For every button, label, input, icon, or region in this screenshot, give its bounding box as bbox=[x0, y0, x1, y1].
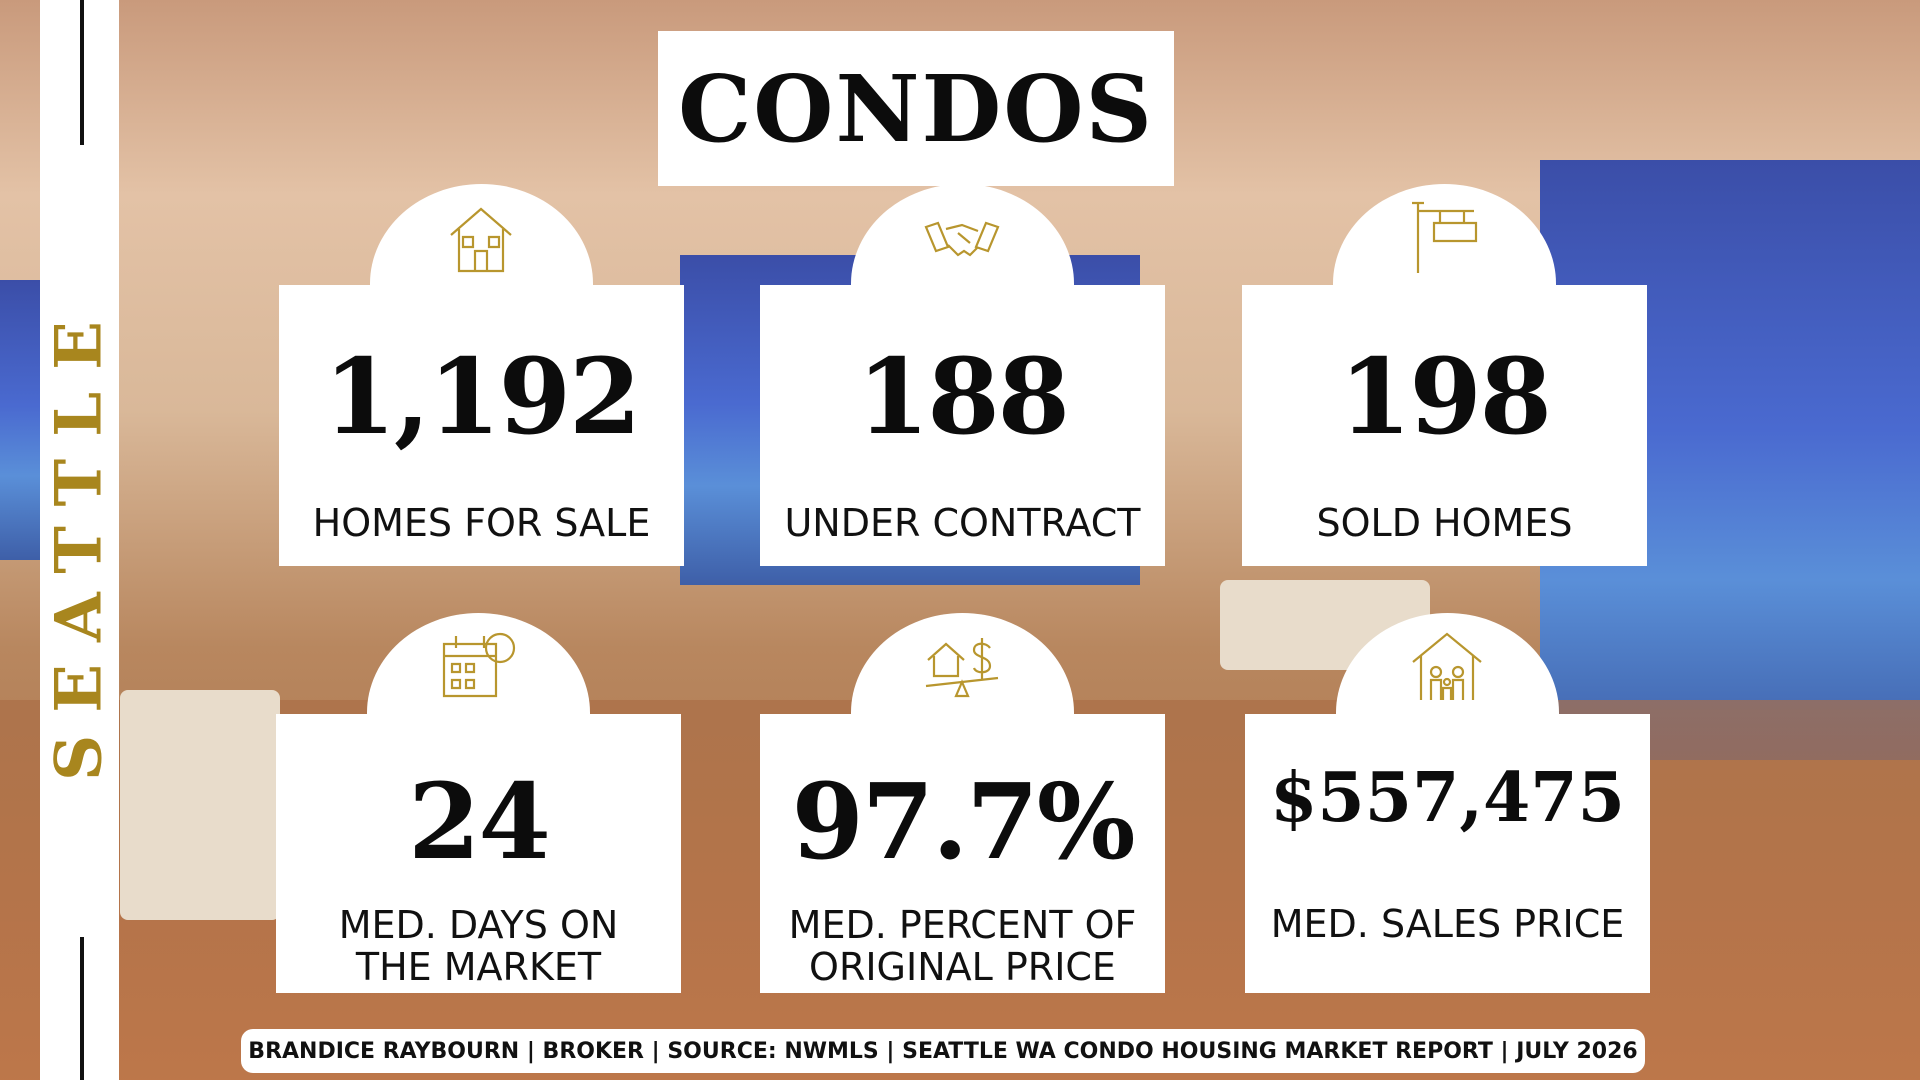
title-box: CONDOS bbox=[658, 31, 1174, 186]
label-line: UNDER CONTRACT bbox=[784, 501, 1141, 545]
handshake-icon bbox=[924, 221, 1000, 257]
stat-value: 1,192 bbox=[323, 335, 642, 458]
title: CONDOS bbox=[678, 54, 1154, 163]
label-line: ORIGINAL PRICE bbox=[809, 945, 1116, 989]
stat-value: 198 bbox=[1338, 335, 1552, 458]
stat-card: 198 SOLD HOMES bbox=[1242, 184, 1647, 566]
sofa bbox=[120, 690, 280, 920]
stat-value: 97.7% bbox=[791, 760, 1135, 883]
side-strip bbox=[40, 0, 119, 1080]
stat-card: 1,192 HOMES FOR SALE bbox=[279, 184, 684, 566]
footer: BRANDICE RAYBOURN | BROKER | SOURCE: NWM… bbox=[241, 1029, 1645, 1073]
line bbox=[80, 0, 84, 145]
stat-label: MED. PERCENT OF ORIGINAL PRICE bbox=[760, 904, 1165, 988]
stat-label: SOLD HOMES bbox=[1242, 502, 1647, 544]
line bbox=[80, 937, 84, 1080]
house-icon bbox=[450, 207, 512, 273]
stat-card: 97.7% MED. PERCENT OF ORIGINAL PRICE bbox=[760, 613, 1165, 993]
sold-sign-icon bbox=[1412, 201, 1478, 273]
stat-label: MED. SALES PRICE bbox=[1245, 903, 1650, 945]
label-line: MED. PERCENT OF bbox=[788, 903, 1137, 947]
label-line: SOLD HOMES bbox=[1316, 501, 1573, 545]
stat-card: $557,475 MED. SALES PRICE bbox=[1245, 613, 1650, 993]
label-line: MED. DAYS ON bbox=[338, 903, 619, 947]
city-label: SEATTLE bbox=[41, 299, 117, 781]
stat-card: 188 UNDER CONTRACT bbox=[760, 184, 1165, 566]
stat-label: HOMES FOR SALE bbox=[279, 502, 684, 544]
label-line: MED. SALES PRICE bbox=[1270, 902, 1625, 946]
stat-value: 188 bbox=[856, 335, 1070, 458]
stat-value: $557,475 bbox=[1270, 758, 1625, 838]
stat-label: UNDER CONTRACT bbox=[760, 502, 1165, 544]
calendar-icon bbox=[442, 632, 516, 698]
window bbox=[0, 280, 40, 560]
house-price-icon bbox=[925, 638, 999, 698]
label-line: THE MARKET bbox=[355, 945, 602, 989]
label-line: HOMES FOR SALE bbox=[312, 501, 651, 545]
stat-card: 24 MED. DAYS ON THE MARKET bbox=[276, 613, 681, 993]
stat-value: 24 bbox=[408, 760, 551, 883]
family-home-icon bbox=[1412, 632, 1482, 700]
stat-label: MED. DAYS ON THE MARKET bbox=[276, 904, 681, 988]
